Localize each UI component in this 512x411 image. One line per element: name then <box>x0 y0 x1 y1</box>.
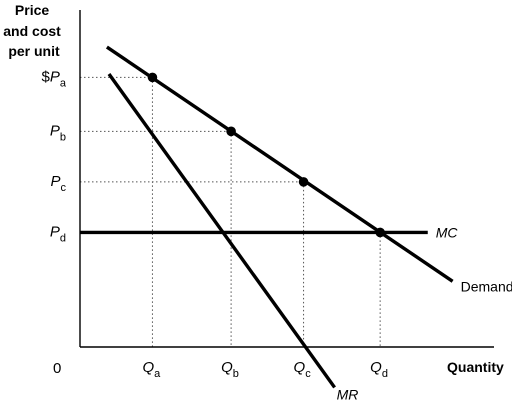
x-axis-label: Quantity <box>447 359 504 375</box>
curve-point <box>375 227 385 238</box>
curves <box>80 45 454 389</box>
equilibrium-points <box>147 72 385 238</box>
mr-label: MR <box>337 386 359 402</box>
demand-label: Demand <box>461 278 512 294</box>
y-axis-label-line-2: and cost <box>3 23 61 39</box>
curve-point <box>298 177 309 187</box>
x-tick-label: Qc <box>294 359 312 380</box>
y-axis-label: Price and cost per unit <box>3 2 64 59</box>
axes <box>79 10 494 348</box>
curve-point <box>147 72 158 83</box>
y-axis-label-line-3: per unit <box>8 43 60 59</box>
x-tick-label: Qb <box>221 359 239 380</box>
y-tick-labels: $Pa Pb Pc Pd <box>42 68 67 244</box>
x-tick-labels: Qa Qb Qc Qd <box>142 359 387 380</box>
guide-lines <box>80 76 381 347</box>
origin-label: 0 <box>53 360 61 377</box>
y-axis-label-line-1: Price <box>15 2 49 18</box>
x-tick-label: Qd <box>370 359 388 380</box>
x-tick-label: Qa <box>142 359 161 380</box>
mc-label: MC <box>436 224 459 240</box>
y-tick-label: $Pa <box>42 68 67 89</box>
y-tick-label: Pc <box>50 173 66 194</box>
demand-curve <box>105 45 454 283</box>
y-tick-label: Pb <box>50 122 66 143</box>
series-labels: Demand MR MC <box>337 224 512 402</box>
curve-point <box>226 126 236 137</box>
y-tick-label: Pd <box>50 223 66 244</box>
